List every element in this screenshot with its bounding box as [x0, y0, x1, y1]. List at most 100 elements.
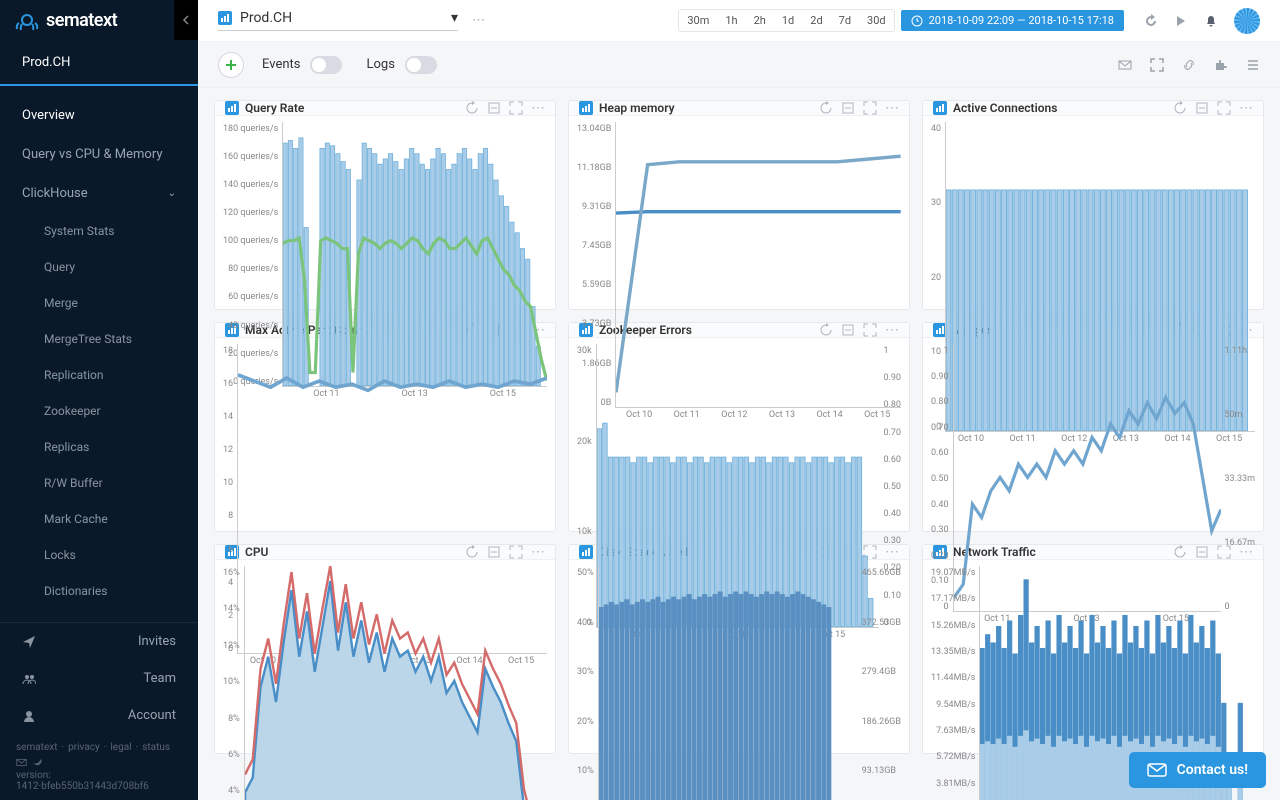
- caret-down-icon: ▾: [451, 10, 458, 26]
- sidebar-item-overview[interactable]: Overview: [0, 96, 198, 135]
- workspace-name[interactable]: Prod.CH: [0, 41, 198, 86]
- preset-2h[interactable]: 2h: [746, 10, 774, 31]
- add-button[interactable]: [218, 52, 244, 78]
- expand-icon[interactable]: [1217, 101, 1231, 115]
- card-active-connections: Active Connections⋯403020100Oct 10Oct 11…: [922, 100, 1264, 310]
- avatar[interactable]: [1234, 8, 1260, 34]
- refresh-icon[interactable]: [1173, 101, 1187, 115]
- card-title-text: Query Rate: [245, 101, 304, 115]
- menu-icon[interactable]: [1246, 58, 1260, 72]
- sidebar-item-account[interactable]: Account: [0, 697, 198, 734]
- sidebar-sub-merge[interactable]: Merge: [0, 285, 198, 321]
- sidebar-sub-system-stats[interactable]: System Stats: [0, 213, 198, 249]
- sidebar-item-query-vs-cpu-&-memory[interactable]: Query vs CPU & Memory: [0, 135, 198, 174]
- version-text: version: 1412·bfeb550b31443d708bf6: [16, 770, 182, 792]
- link-icon[interactable]: [1182, 58, 1196, 72]
- sidebar-sub-replicas[interactable]: Replicas: [0, 429, 198, 465]
- clock-icon: [911, 15, 923, 27]
- footer-link-status[interactable]: status: [142, 742, 170, 753]
- chart-icon: [218, 11, 232, 25]
- mail-icon[interactable]: [16, 757, 27, 768]
- preset-30m[interactable]: 30m: [679, 10, 717, 31]
- app-title-text: Prod.CH: [240, 10, 292, 26]
- chart-icon: [579, 101, 593, 115]
- card-disk-space-used: Disk Space Used⋯50%40%30%20%10%0%Oct 11O…: [568, 544, 910, 754]
- user-icon: [22, 709, 36, 723]
- fullscreen-icon[interactable]: [1150, 58, 1164, 72]
- bell-icon[interactable]: [1204, 14, 1218, 28]
- brand-logo[interactable]: sematext: [0, 0, 198, 41]
- octopus-icon: [14, 11, 40, 31]
- more-icon[interactable]: ⋯: [1239, 101, 1253, 115]
- refresh-icon[interactable]: [819, 101, 833, 115]
- sidebar-collapse-button[interactable]: [174, 0, 198, 40]
- minimize-icon[interactable]: [487, 101, 501, 115]
- card-header: Active Connections⋯: [923, 101, 1263, 116]
- card-query-rate: Query Rate⋯180 queries/s160 queries/s140…: [214, 100, 556, 310]
- refresh-icon[interactable]: [465, 101, 479, 115]
- chart-area[interactable]: [598, 566, 858, 800]
- sidebar-item-clickhouse[interactable]: ClickHouse⌄: [0, 174, 198, 213]
- dashboard-grid: Query Rate⋯180 queries/s160 queries/s140…: [198, 88, 1280, 800]
- twitter-icon[interactable]: [31, 757, 42, 768]
- sidebar-nav: OverviewQuery vs CPU & MemoryClickHouse⌄…: [0, 86, 198, 622]
- footer-link-legal[interactable]: legal: [110, 742, 131, 753]
- sidebar-sub-mergetree-stats[interactable]: MergeTree Stats: [0, 321, 198, 357]
- sidebar-bottom: InvitesTeamAccount: [0, 622, 198, 734]
- team-icon: [22, 672, 36, 686]
- toggle-label-events: Events: [262, 57, 300, 72]
- sidebar-footer: sematext·privacy·legal·status version: 1…: [0, 734, 198, 800]
- toggle-events[interactable]: [310, 56, 342, 74]
- topbar: Prod.CH ▾ ⋯ 30m1h2h1d2d7d30d 2018-10-09 …: [198, 0, 1280, 42]
- card-heap-memory: Heap memory⋯13.04GB11.18GB9.31GB7.45GB5.…: [568, 100, 910, 310]
- more-icon[interactable]: ⋯: [885, 101, 899, 115]
- sidebar-sub-dictionaries[interactable]: Dictionaries: [0, 573, 198, 609]
- toggle-logs[interactable]: [405, 56, 437, 74]
- sidebar-sub-r/w-buffer[interactable]: R/W Buffer: [0, 465, 198, 501]
- chart-area[interactable]: [244, 566, 547, 800]
- sidebar: sematext Prod.CH OverviewQuery vs CPU & …: [0, 0, 198, 800]
- chart-icon: [933, 101, 947, 115]
- expand-icon[interactable]: [509, 101, 523, 115]
- preset-2d[interactable]: 2d: [802, 10, 830, 31]
- mail-icon[interactable]: [1118, 58, 1132, 72]
- sidebar-item-team[interactable]: Team: [0, 660, 198, 697]
- card-header: Query Rate ⋯: [215, 101, 555, 116]
- chevron-left-icon: [181, 15, 191, 25]
- refresh-icon[interactable]: [1144, 14, 1158, 28]
- preset-7d[interactable]: 7d: [831, 10, 859, 31]
- puzzle-icon[interactable]: [1214, 58, 1228, 72]
- app-selector[interactable]: Prod.CH ▾: [218, 10, 458, 31]
- time-range[interactable]: 2018-10-09 22:09 — 2018-10-15 17:18: [901, 10, 1124, 31]
- sidebar-sub-locks[interactable]: Locks: [0, 537, 198, 573]
- preset-1h[interactable]: 1h: [717, 10, 745, 31]
- toggle-label-logs: Logs: [366, 57, 394, 72]
- footer-link-sematext[interactable]: sematext: [16, 742, 57, 753]
- plus-icon: [224, 58, 238, 72]
- card-max-active-part-count: Max Active Part Count⋯181614121086420Oct…: [214, 322, 556, 532]
- sidebar-sub-query[interactable]: Query: [0, 249, 198, 285]
- minimize-icon[interactable]: [841, 101, 855, 115]
- more-icon[interactable]: ⋯: [472, 13, 485, 28]
- send-icon: [22, 635, 36, 649]
- play-icon[interactable]: [1174, 14, 1188, 28]
- sidebar-sub-replication[interactable]: Replication: [0, 357, 198, 393]
- sidebar-item-invites[interactable]: Invites: [0, 623, 198, 660]
- y-axis: 16%14%12%10%8%6%4%2%0%: [223, 566, 244, 800]
- main: Prod.CH ▾ ⋯ 30m1h2h1d2d7d30d 2018-10-09 …: [198, 0, 1280, 800]
- card-zookeeper-errors: Zookeeper Errors⋯30k20k10k0Oct 11Oct 13O…: [568, 322, 910, 532]
- card-cpu: CPU⋯16%14%12%10%8%6%4%2%0%Oct 10Oct 11Oc…: [214, 544, 556, 754]
- mail-icon: [1147, 763, 1167, 777]
- expand-icon[interactable]: [863, 101, 877, 115]
- preset-30d[interactable]: 30d: [859, 10, 894, 31]
- card-header: Heap memory⋯: [569, 101, 909, 116]
- minimize-icon[interactable]: [1195, 101, 1209, 115]
- preset-1d[interactable]: 1d: [774, 10, 802, 31]
- chevron-down-icon: ⌄: [168, 188, 176, 199]
- footer-link-privacy[interactable]: privacy: [68, 742, 100, 753]
- sidebar-sub-mark-cache[interactable]: Mark Cache: [0, 501, 198, 537]
- sidebar-sub-zookeeper[interactable]: Zookeeper: [0, 393, 198, 429]
- more-icon[interactable]: ⋯: [531, 101, 545, 115]
- contact-button[interactable]: Contact us!: [1129, 752, 1266, 788]
- chart-icon: [225, 101, 239, 115]
